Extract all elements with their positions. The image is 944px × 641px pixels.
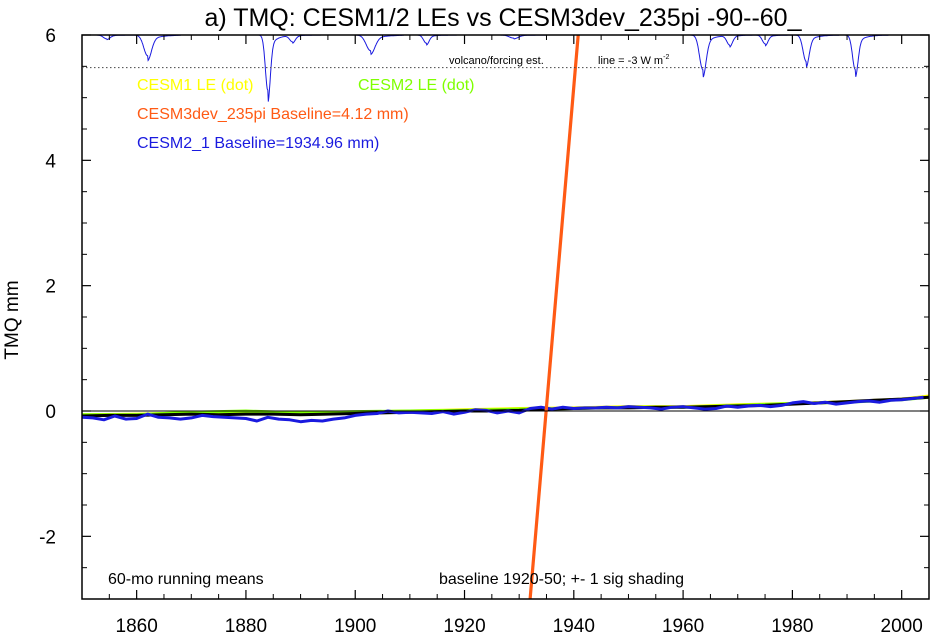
x-tick-label: 1900 [334,616,376,637]
running-means-note: 60-mo running means [108,571,264,588]
chart-title: a) TMQ: CESM1/2 LEs vs CESM3dev_235pi -9… [204,4,802,32]
volcano-forcing-label: volcano/forcing est. [449,55,544,67]
line-scale-superscript: -2 [663,54,669,61]
x-tick-label: 1880 [225,616,267,637]
y-tick-label: 4 [45,151,56,172]
axes-layer: 1860 1880 1900 1920 1940 1960 1980 2000 -2 0 2 4 6 [39,26,930,637]
legend-cesm3dev: CESM3dev_235pi Baseline=4.12 mm) [137,106,409,123]
y-tick-label: -2 [39,527,56,548]
series-line-cesm2_1 [82,395,924,424]
x-tick-label: 1920 [443,616,485,637]
y-tick-label: 6 [45,26,56,47]
x-tick-label: 1960 [662,616,704,637]
y-tick-label: 0 [45,402,56,423]
legend: CESM1 LE (dot) CESM2 LE (dot) CESM3dev_2… [137,77,474,152]
legend-cesm1-le: CESM1 LE (dot) [137,77,253,94]
series-line-ensemble-mean [82,395,929,418]
legend-cesm2-1: CESM2_1 Baseline=1934.96 mm) [137,135,379,152]
x-tick-label: 1940 [553,616,595,637]
line-scale-label: line = -3 W m-2 [598,54,669,67]
line-scale-text: line = -3 W m [598,55,663,67]
y-axis-label: TMQ mm [2,280,23,359]
legend-cesm2-le: CESM2 LE (dot) [358,77,474,94]
x-tick-label: 2000 [881,616,923,637]
x-tick-label: 1860 [116,616,158,637]
y-tick-label: 2 [45,277,56,298]
x-tick-label: 1980 [771,616,813,637]
series-line-cesm3dev_235pi [528,35,580,599]
baseline-note: baseline 1920-50; +- 1 sig shading [439,571,684,588]
